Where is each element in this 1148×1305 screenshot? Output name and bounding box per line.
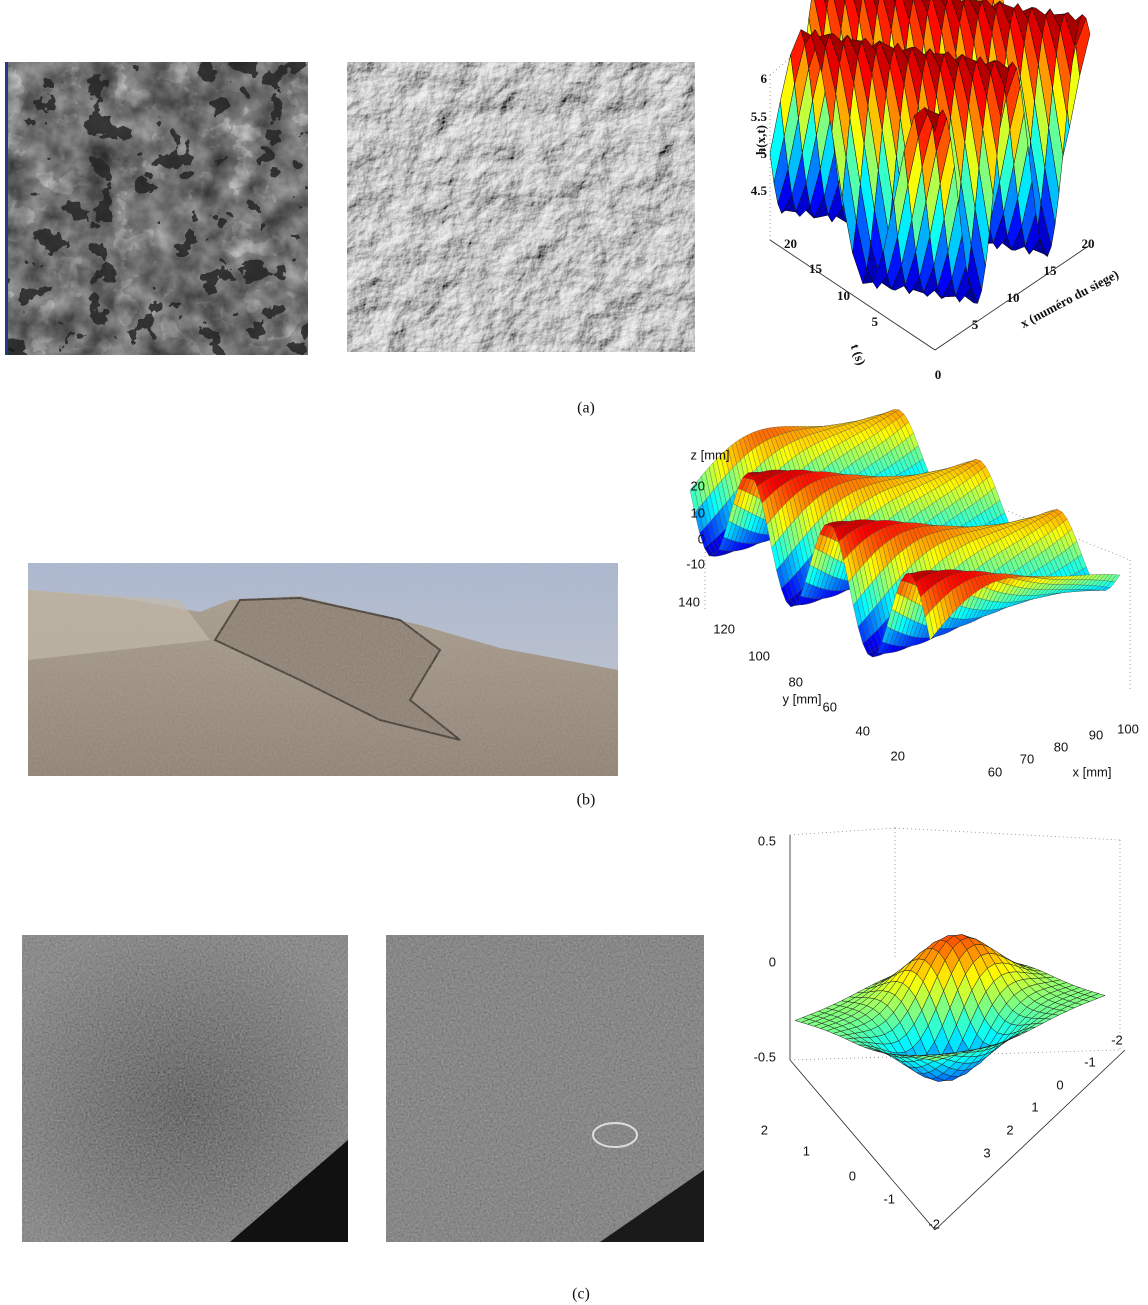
box-line [895, 828, 1120, 840]
tick-label: 70 [1020, 751, 1034, 766]
tick-label: 80 [789, 674, 803, 689]
tick-label: 100 [748, 648, 770, 663]
tick-label: 0 [849, 1168, 856, 1183]
axis-label: h(x,t) [753, 125, 768, 155]
panel-label: (c) [572, 1286, 590, 1303]
tick-label: -1 [883, 1191, 895, 1206]
axis-label: y [mm] [783, 691, 822, 706]
tick-label: 5 [972, 317, 979, 332]
box-line [935, 1050, 1125, 1230]
tick-label: 0.5 [758, 833, 776, 848]
radar-texture [5, 62, 308, 355]
tick-label: 140 [678, 594, 700, 609]
tick-label: 20 [891, 748, 905, 763]
tick-label: 10 [1007, 290, 1020, 305]
axis-label: z [mm] [691, 447, 730, 462]
axis-label: x (numéro du siege) [1018, 266, 1121, 331]
tick-label: 80 [1054, 739, 1068, 754]
box-line [790, 1060, 935, 1230]
tick-label: 2 [1006, 1122, 1013, 1137]
surface-mesh [770, 0, 1090, 303]
tick-label: 120 [713, 621, 735, 636]
tick-label: 90 [1089, 727, 1103, 742]
tick-label: 1 [803, 1143, 810, 1158]
image-edge [5, 62, 8, 355]
tick-label: -0.5 [754, 1049, 776, 1064]
tick-label: 0 [1056, 1077, 1063, 1092]
tick-label: 0 [769, 954, 776, 969]
tick-label: 60 [823, 699, 837, 714]
surface-mesh [795, 935, 1105, 1082]
tick-label: 0 [935, 367, 942, 382]
figure: (a) (b) (c) 4.555.56201510505101520h(x,t… [0, 0, 1148, 1305]
tick-label: 5.5 [751, 109, 768, 124]
tick-label: -10 [686, 556, 705, 571]
panel-label: (b) [577, 792, 596, 809]
panel-label: (a) [577, 400, 595, 417]
tick-label: 3 [983, 1145, 990, 1160]
surface-mesh [690, 409, 1120, 657]
tick-label: 0 [698, 531, 705, 546]
tick-label: 1 [1031, 1099, 1038, 1114]
tick-label: 20 [784, 236, 797, 251]
tick-label: 15 [809, 261, 823, 276]
tick-label: 15 [1044, 263, 1058, 278]
tick-label: 5 [872, 314, 879, 329]
tick-label: 2 [761, 1122, 768, 1137]
tick-label: 40 [856, 723, 870, 738]
axis-label: t (s) [848, 342, 869, 367]
relief-texture [347, 62, 695, 352]
tick-label: 20 [1082, 236, 1095, 251]
box-line [790, 828, 895, 835]
tick-label: -2 [928, 1216, 940, 1231]
tick-label: 20 [691, 478, 705, 493]
landscape-photo [28, 563, 618, 776]
axis-label: x [mm] [1073, 764, 1112, 779]
tick-label: 4.5 [751, 183, 768, 198]
tick-label: -1 [1084, 1054, 1096, 1069]
tick-label: 10 [837, 288, 850, 303]
tick-label: 100 [1117, 721, 1139, 736]
tick-label: 10 [691, 505, 705, 520]
tick-label: -2 [1111, 1032, 1123, 1047]
volcano-texture [386, 935, 704, 1242]
tick-label: 60 [988, 764, 1002, 779]
tick-label: 6 [761, 71, 768, 86]
